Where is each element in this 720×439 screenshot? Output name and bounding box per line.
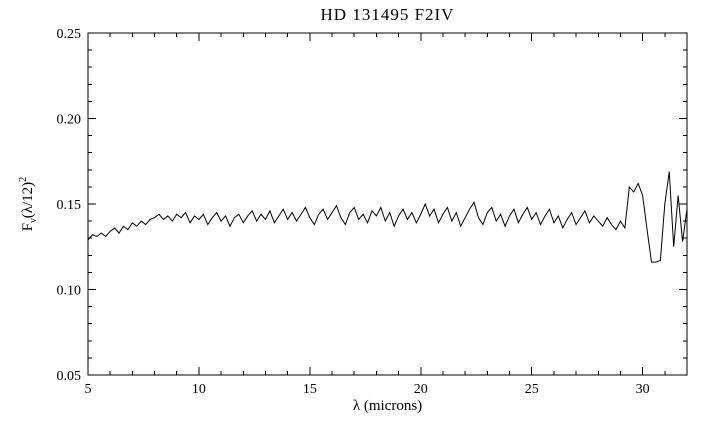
y-label-mid: (λ/12) xyxy=(20,181,36,219)
x-tick-label: 30 xyxy=(636,382,650,397)
x-tick-label: 10 xyxy=(192,382,206,397)
x-tick-label: 20 xyxy=(414,382,428,397)
y-tick-label: 0.25 xyxy=(57,27,82,42)
x-axis-label: λ (microns) xyxy=(352,398,423,414)
spectrum-line xyxy=(87,171,688,263)
axes-frame xyxy=(87,32,688,376)
y-tick-label: 0.05 xyxy=(57,369,82,384)
x-tick-label: 5 xyxy=(85,382,92,397)
y-label-subscript: ν xyxy=(28,218,39,223)
chart-title: HD 131495 F2IV xyxy=(320,5,455,24)
x-tick-label: 25 xyxy=(525,382,539,397)
y-tick-label: 0.15 xyxy=(57,198,82,213)
x-tick-label: 15 xyxy=(303,382,317,397)
y-tick-label: 0.10 xyxy=(57,284,82,299)
y-label-main: F xyxy=(20,222,36,232)
y-axis-label: Fν(λ/12)2 xyxy=(14,124,39,284)
y-label-superscript: 2 xyxy=(18,176,29,182)
y-tick-label: 0.20 xyxy=(57,113,82,128)
